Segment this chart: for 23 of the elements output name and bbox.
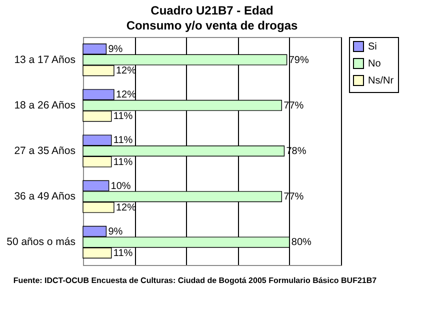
legend-label: No xyxy=(368,58,382,70)
y-tick-label: 27 a 35 Años xyxy=(14,145,76,157)
y-tick-label: 13 a 17 Años xyxy=(14,54,76,66)
data-label: 9% xyxy=(108,226,123,238)
data-label: 11% xyxy=(113,156,133,168)
data-label: 12% xyxy=(116,66,136,77)
source-note: Fuente: IDCT-OCUB Encuesta de Culturas: Ciudad de Bogotá 2005 Formulario Básico BUF21B7 xyxy=(13,276,378,285)
data-label: 11% xyxy=(113,135,133,146)
legend-label: Ns/Nr xyxy=(368,76,394,86)
chart-subtitle: Consumo y/o venta de drogas xyxy=(126,18,298,32)
y-tick-label: 18 a 26 Años xyxy=(14,99,76,112)
y-tick-label: 36 a 49 Años xyxy=(14,190,76,203)
chart-title: Cuadro U21B7 - Edad xyxy=(150,4,274,18)
data-label: 80% xyxy=(291,237,312,248)
data-label: 9% xyxy=(108,44,123,55)
data-label: 79% xyxy=(288,54,309,66)
data-label: 11% xyxy=(113,248,133,260)
data-label: 11% xyxy=(113,111,133,122)
data-label: 12% xyxy=(116,202,136,214)
data-label: 10% xyxy=(110,180,131,192)
data-label: 12% xyxy=(116,90,136,101)
legend-label: Si xyxy=(368,42,377,52)
y-tick-label: 50 años o más xyxy=(6,236,76,248)
